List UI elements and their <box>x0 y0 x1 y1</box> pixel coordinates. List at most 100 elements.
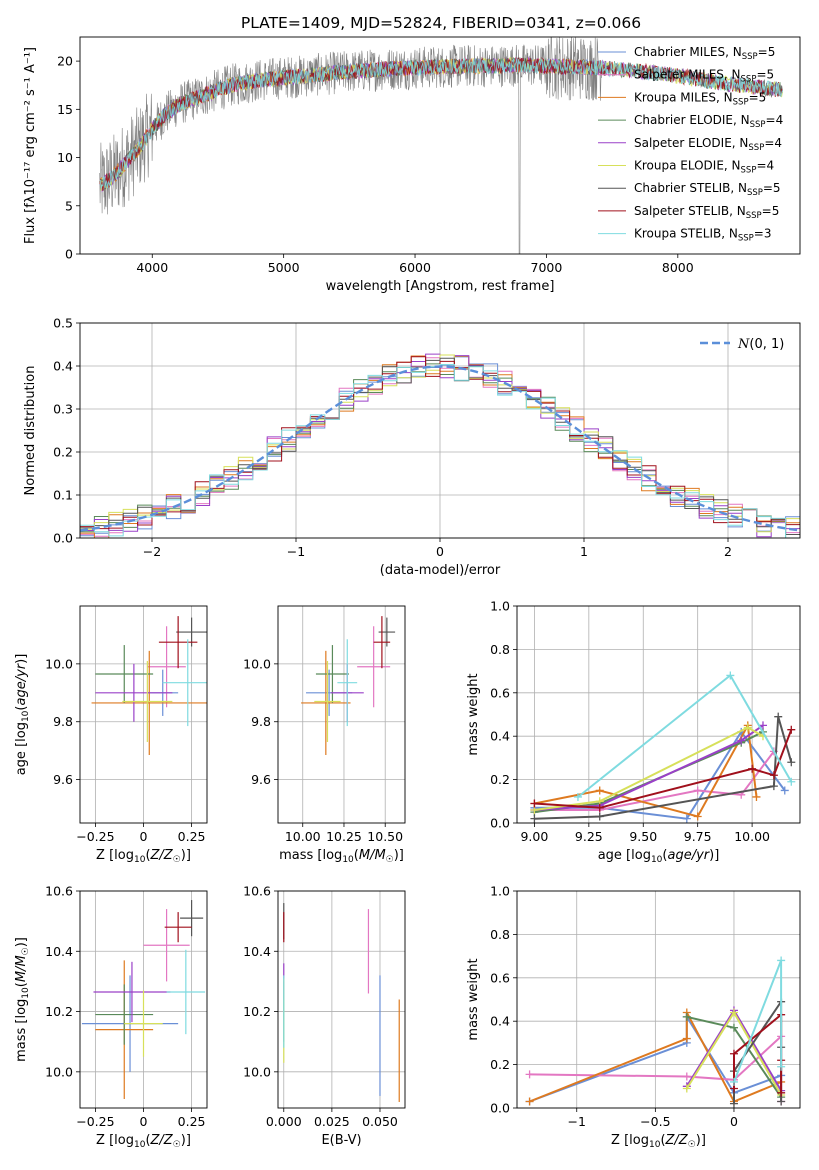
weight-point-marker <box>729 1049 738 1058</box>
weight-point-marker <box>758 721 767 730</box>
y-tick-label: 9.8 <box>251 714 271 729</box>
x-tick-label: 6000 <box>399 260 431 275</box>
x-tick-label: −0.5 <box>640 1114 670 1129</box>
x-tick-label: 0.000 <box>266 1114 302 1129</box>
massweight_vs_Z-ylabel: mass weight <box>466 958 481 1040</box>
y-tick-label: 10.4 <box>243 944 271 959</box>
y-tick-label: 0.4 <box>490 1014 510 1029</box>
legend-entry: Salpeter ELODIE, NSSP=4 <box>634 136 782 153</box>
legend-entry: Kroupa MILES, NSSP=5 <box>634 90 766 107</box>
massweight_vs_age-lines <box>530 671 796 823</box>
y-tick-label: 0.6 <box>490 970 510 985</box>
x-tick-label: 7000 <box>531 260 563 275</box>
x-tick-label: 0 <box>436 544 444 559</box>
y-tick-label: 5 <box>65 198 73 213</box>
residuals-xlabel: (data-model)/error <box>380 563 501 578</box>
y-tick-label: 0.1 <box>53 488 73 503</box>
legend-entry: Kroupa ELODIE, NSSP=4 <box>634 159 774 176</box>
mass_vs_ebv-frame <box>277 890 406 1109</box>
y-tick-label: 10.0 <box>45 656 73 671</box>
mass_vs_ebv-axes: 0.000 0.025 0.050 10.0 10.2 10.4 10.6 <box>243 884 405 1129</box>
x-tick-label: 5000 <box>268 260 300 275</box>
x-tick-label: 10.00 <box>734 829 770 844</box>
spectrum-model-line <box>99 57 783 189</box>
mass_vs_Z-axes: −0.25 0 0.25 10.0 10.2 10.4 10.6 <box>45 884 207 1129</box>
mass_vs_Z-frame <box>79 890 208 1109</box>
weight-point-marker <box>743 723 752 732</box>
spectrum-frame <box>79 36 801 255</box>
weight-point-marker <box>774 712 783 721</box>
figure-title: PLATE=1409, MJD=52824, FIBERID=0341, z=0… <box>241 14 641 32</box>
x-tick-label: −0.25 <box>76 829 114 844</box>
massweight_vs_Z-frame <box>516 890 801 1109</box>
mass_vs_Z-xlabel: Z [log10(Z/Z☉)] <box>96 1133 191 1150</box>
x-tick-label: 1 <box>580 544 588 559</box>
x-tick-label: −1 <box>568 1114 586 1129</box>
mass_vs_ebv-xlabel: E(B-V) <box>321 1133 361 1148</box>
massweight_vs_age-frame <box>516 605 801 824</box>
mass_vs_Z-ylabel: mass [log10(M/M☉)] <box>14 937 31 1062</box>
y-tick-label: 0.0 <box>490 816 510 831</box>
weight-point-marker <box>752 792 761 801</box>
x-tick-label: 8000 <box>662 260 694 275</box>
x-tick-label: 0.050 <box>362 1114 398 1129</box>
y-tick-label: 0.8 <box>490 927 510 942</box>
weight-point-marker <box>682 814 691 823</box>
x-tick-label: 0.25 <box>178 1114 206 1129</box>
residuals-ylabel: Normed distribution <box>23 366 38 496</box>
residuals-axes: −2 −1 0 1 2 0.0 0.1 0.2 0.3 0.4 0.5 <box>53 316 800 559</box>
weight-point-marker <box>682 1012 691 1021</box>
weight-point-marker <box>787 777 796 786</box>
weight-point-marker <box>693 786 702 795</box>
x-tick-label: 9.25 <box>575 829 603 844</box>
age_vs_Z-points <box>91 616 207 756</box>
y-tick-label: 0.3 <box>53 402 73 417</box>
weight-point-marker <box>573 792 582 801</box>
weight-point-marker <box>729 1023 738 1032</box>
residuals-legend: N(0, 1) <box>700 337 784 352</box>
x-tick-label: −1 <box>287 544 305 559</box>
weight-point-marker <box>530 814 539 823</box>
massweight_vs_age-ylabel: mass weight <box>466 673 481 755</box>
legend-entry: Chabrier MILES, NSSP=5 <box>634 45 775 62</box>
y-tick-label: 10.0 <box>243 1064 271 1079</box>
weight-point-marker <box>726 671 735 680</box>
weight-point-marker <box>777 1097 786 1106</box>
y-tick-label: 0.8 <box>490 642 510 657</box>
spectrum-axes: 4000 5000 6000 7000 8000 0 5 10 15 20 <box>57 54 694 275</box>
x-tick-label: 0.25 <box>178 829 206 844</box>
legend-entry: Chabrier ELODIE, NSSP=4 <box>634 113 783 130</box>
weight-point-marker <box>682 1034 691 1043</box>
y-tick-label: 1.0 <box>490 599 510 614</box>
legend-entry: Salpeter MILES, NSSP=5 <box>634 68 774 85</box>
y-tick-label: 0.5 <box>53 316 73 331</box>
x-tick-label: −2 <box>143 544 161 559</box>
residual-histogram <box>80 353 800 538</box>
y-tick-label: 10.0 <box>45 1064 73 1079</box>
weight-point-marker <box>748 764 757 773</box>
massweight_vs_age-xlabel: age [log10(age/yr)] <box>598 848 720 865</box>
weight-point-marker <box>693 812 702 821</box>
age_vs_mass-xlabel: mass [log10(M/M☉)] <box>279 848 404 865</box>
mass_vs_ebv-points <box>283 903 400 1102</box>
y-tick-label: 10 <box>57 150 73 165</box>
y-tick-label: 0.2 <box>490 772 510 787</box>
weight-point-marker <box>769 782 778 791</box>
x-tick-label: 4000 <box>136 260 168 275</box>
massweight_vs_Z-axes: −1 −0.5 0 0.0 0.2 0.4 0.6 0.8 1.0 <box>490 884 800 1129</box>
spectrum-legend: Chabrier MILES, NSSP=5 Salpeter MILES, NS… <box>598 45 783 244</box>
x-tick-label: −0.25 <box>76 1114 114 1129</box>
weight-point-marker <box>595 786 604 795</box>
weight-point-marker <box>787 725 796 734</box>
y-tick-label: 10.6 <box>243 884 271 899</box>
weight-point-marker <box>525 1097 534 1106</box>
legend-entry: Salpeter STELIB, NSSP=5 <box>634 204 779 221</box>
x-tick-label: 0 <box>140 1114 148 1129</box>
weight-point-marker <box>729 1077 738 1086</box>
residuals-frame <box>79 322 801 539</box>
weight-point-marker <box>729 1099 738 1108</box>
x-tick-label: 9.75 <box>684 829 712 844</box>
weight-point-marker <box>787 758 796 767</box>
weight-series-line <box>534 724 764 811</box>
weight-point-marker <box>595 803 604 812</box>
